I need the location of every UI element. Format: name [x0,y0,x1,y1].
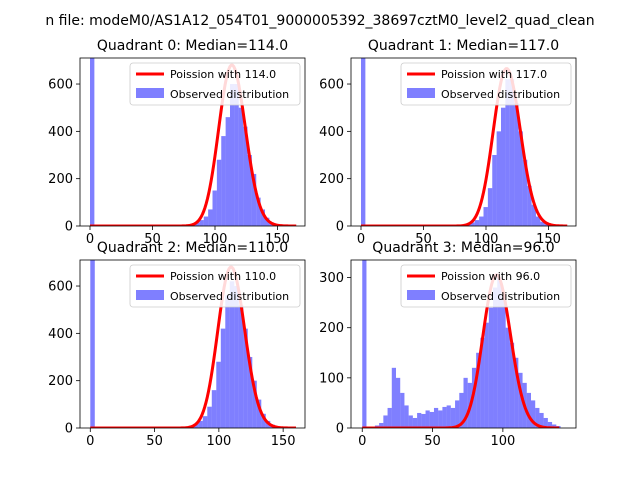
histogram-bar [217,160,221,226]
y-tick-label: 200 [319,172,344,187]
histogram-bar [208,209,212,226]
histogram-bar [90,260,95,428]
legend-observed-label: Observed distribution [170,88,289,101]
histogram-bar [204,217,208,226]
histogram-bar [434,408,438,428]
legend-observed-swatch [136,88,164,98]
histogram-bar [489,308,493,428]
histogram-bar [90,58,94,226]
y-tick-label: 100 [319,371,344,386]
y-tick-label: 0 [336,422,344,437]
histogram-bar [497,131,501,226]
x-tick-label: 0 [357,232,365,247]
histogram-bar [475,220,479,226]
histogram-bar [362,260,366,428]
legend-observed-label: Observed distribution [441,290,560,303]
histogram-bar [212,390,217,428]
chart-title: Quadrant 1: Median=117.0 [368,38,559,54]
histogram-bar [404,405,408,428]
y-tick-label: 600 [319,78,344,93]
histogram-bar [409,415,413,428]
legend-observed-swatch [407,88,435,98]
x-tick-label: 0 [358,434,366,449]
histogram-bar [207,407,212,428]
figure-suptitle: n file: modeM0/AS1A12_054T01_9000005392_… [45,13,594,29]
y-tick-label: 600 [48,280,73,295]
histogram-bar [438,410,442,428]
histogram-bar [392,368,396,428]
x-tick-label: 0 [86,232,94,247]
histogram-bar [413,418,417,428]
chart-title: Quadrant 3: Median=96.0 [372,240,554,256]
legend-observed-label: Observed distribution [170,290,289,303]
histogram-bar [479,217,483,226]
histogram-bar [455,400,459,428]
histogram-bar [216,362,221,428]
histogram-bar [383,415,387,428]
histogram-bar [492,155,496,226]
histogram-bar [484,207,488,226]
histogram-bar [221,136,225,226]
x-tick-label: 100 [206,434,231,449]
legend-poisson-label: Poission with 117.0 [441,68,547,81]
histogram-bar [226,117,230,226]
legend: Poission with 114.0 Observed distribution [130,63,300,105]
histogram-bar [485,323,489,428]
histogram-bar [203,416,208,428]
legend-poisson-label: Poission with 96.0 [441,270,540,283]
histogram-bar [361,58,365,226]
x-tick-label: 150 [271,434,296,449]
histogram-bar [239,108,243,226]
x-tick-label: 50 [146,434,163,449]
histogram-bar [400,393,404,428]
histogram-bar [213,191,217,226]
histogram-bar [221,329,226,428]
y-tick-label: 600 [48,78,73,93]
histogram-bar [426,410,430,428]
y-tick-label: 200 [319,321,344,336]
chart-title: Quadrant 2: Median=110.0 [97,240,288,256]
legend: Poission with 96.0 Observed distribution [401,265,571,307]
legend: Poission with 117.0 Observed distribution [401,63,571,105]
x-tick-label: 50 [424,434,441,449]
histogram-bar [421,414,425,428]
chart-panel-2: Quadrant 2: Median=110.0 0 50 100 150 0 200 400… [48,240,305,449]
x-tick-label: 0 [86,434,94,449]
histogram-bar [388,408,392,428]
histogram-bar [488,188,492,226]
histogram-bar [417,413,421,428]
y-tick-label: 200 [48,172,73,187]
legend-poisson-label: Poission with 110.0 [170,270,276,283]
histogram-bar [442,407,446,428]
histogram-bar [225,295,230,428]
histogram-bar [447,405,451,428]
histogram-bar [430,412,434,428]
legend-observed-swatch [407,290,435,300]
histogram-bar [493,288,497,428]
histogram-bar [396,378,400,428]
legend: Poission with 110.0 Observed distribution [130,265,300,307]
y-tick-label: 200 [48,374,73,389]
y-tick-label: 400 [319,125,344,140]
legend-poisson-label: Poission with 114.0 [170,68,276,81]
chart-title: Quadrant 0: Median=114.0 [97,38,288,54]
histogram-bar [506,328,510,428]
chart-panel-3: Quadrant 3: Median=96.0 0 50 100 0 100 200 300 P… [319,240,576,449]
histogram-bar [451,408,455,428]
legend-observed-swatch [136,290,164,300]
y-tick-label: 400 [48,125,73,140]
y-tick-label: 400 [48,327,73,342]
y-tick-label: 0 [336,220,344,235]
y-tick-label: 300 [319,271,344,286]
x-tick-label: 100 [490,434,515,449]
histogram-bar [501,298,505,428]
histogram-bar [501,108,505,226]
y-tick-label: 0 [65,422,73,437]
legend-observed-label: Observed distribution [441,88,560,101]
y-tick-label: 0 [65,220,73,235]
